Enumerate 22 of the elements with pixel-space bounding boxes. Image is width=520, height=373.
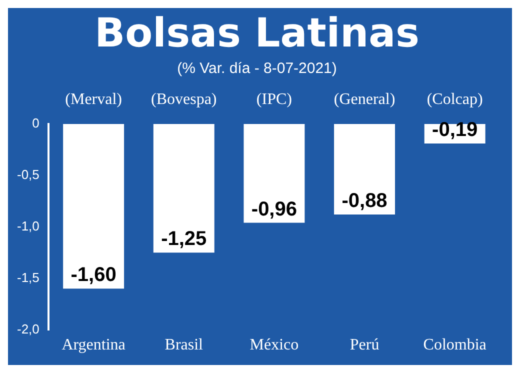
x-tick-label: Brasil <box>164 336 204 354</box>
y-tick-label: -1,5 <box>16 270 40 285</box>
text: (IPC) <box>256 91 292 108</box>
chart-title: Bolsas Latinas <box>94 10 420 56</box>
text: (Merval) <box>65 91 122 108</box>
y-tick-label: -2,0 <box>16 321 40 336</box>
data-label: -0,96 <box>251 198 297 220</box>
x-tick-label: México <box>250 336 299 354</box>
chart-subtitle: (% Var. día - 8-07-2021) <box>177 60 337 78</box>
text: (Bovespa) <box>151 91 217 108</box>
data-label: -1,25 <box>161 228 207 250</box>
data-label: -0,19 <box>432 119 478 142</box>
y-tick-label: -1,0 <box>16 218 40 234</box>
text: (General) <box>334 91 396 108</box>
x-tick-label: Argentina <box>62 336 126 354</box>
x-tick-label: Colombia <box>423 336 486 354</box>
x-tick-label: Perú <box>350 336 380 354</box>
y-tick-label: -0,5 <box>16 167 40 182</box>
y-tick-label: 0 <box>32 116 40 131</box>
text: (Colcap) <box>426 91 483 108</box>
data-label: -0,88 <box>342 190 388 212</box>
data-label: -1,60 <box>70 264 116 286</box>
